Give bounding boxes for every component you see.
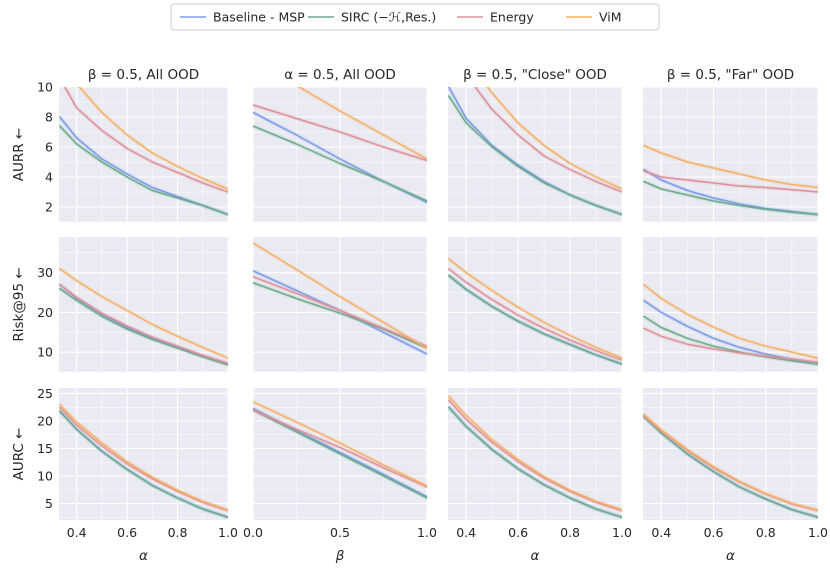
- series-line-energy-r1-c1: [253, 275, 427, 347]
- series-line-vim-r1-c0: [59, 268, 228, 359]
- panel-r1-c3: [643, 237, 819, 373]
- legend-label-3: ViM: [599, 10, 622, 25]
- xlabel-1: β: [335, 548, 345, 564]
- column-title-1: α = 0.5, All OOD: [284, 67, 396, 83]
- panel-r0-c1: [252, 86, 428, 223]
- ytick-label-r2: 20: [37, 414, 53, 429]
- panel-r2-c1: 0.0 0.5 1.0: [243, 388, 437, 540]
- xtick-label-c2: 0.8: [560, 525, 580, 540]
- ytick-label-r2: 25: [37, 386, 53, 401]
- series-line-vim-r1-c3: [643, 283, 818, 359]
- series-line-sirc-r1-c3: [643, 315, 818, 365]
- series-line-energy-r0-c3: [643, 170, 818, 193]
- xtick-label-c2: 0.6: [508, 525, 528, 540]
- column-title-2: β = 0.5, "Close" OOD: [463, 67, 607, 83]
- series-line-sirc-r1-c0: [59, 287, 228, 366]
- series-line-energy-r2-c1: [253, 409, 427, 488]
- legend: Baseline - MSP SIRC (−ℋ,Res.) Energy ViM: [170, 3, 660, 31]
- ytick-label-r0: 8: [45, 110, 53, 125]
- ytick-label-r2: 15: [37, 441, 53, 456]
- series-line-vim-r2-c3: [643, 413, 818, 511]
- xtick-label-c3: 1.0: [808, 525, 828, 540]
- xlabel-2: α: [531, 548, 540, 564]
- series-line-sirc-r1-c2: [448, 274, 622, 365]
- series-line-sirc-r2-c3: [643, 415, 818, 519]
- panel-r2-c3: 0.4 0.6 0.8 1.0: [643, 388, 828, 540]
- series-line-vim-r0-c2: [486, 87, 622, 190]
- xtick-label-c3: 0.4: [651, 525, 671, 540]
- series-line-sirc-r1-c1: [253, 281, 427, 349]
- series-line-energy-r0-c0: [64, 87, 228, 193]
- panel-r1-c2: [448, 237, 623, 373]
- series-line-sirc-r0-c0: [59, 125, 228, 216]
- series-line-baseline-r0-c3: [643, 168, 818, 216]
- series-line-vim-r0-c3: [643, 144, 818, 189]
- xtick-label-c2: 0.4: [456, 525, 476, 540]
- ylabel-1: Risk@95 ←: [11, 267, 27, 341]
- series-line-sirc-r2-c0: [59, 410, 228, 519]
- panel-r2-c0: 5 10 15 20 25 0.4 0.6 0.8 1.0: [37, 386, 238, 540]
- panel-r0-c0: 2 4 6 8 10: [37, 80, 229, 223]
- panel-r1-c1: [252, 237, 428, 373]
- series-line-vim-r1-c1: [253, 242, 427, 349]
- series-line-energy-r2-c0: [59, 406, 228, 512]
- series-line-vim-r1-c2: [448, 258, 622, 359]
- ytick-label-r0: 6: [45, 140, 53, 155]
- ytick-label-r0: 10: [37, 80, 53, 95]
- xtick-label-c3: 0.8: [756, 525, 776, 540]
- panel-r2-c2: 0.4 0.6 0.8 1.0: [448, 388, 632, 540]
- legend-label-2: Energy: [490, 10, 534, 25]
- panel-r1-c0: 10 20 30: [37, 237, 229, 373]
- ytick-label-r2: 10: [37, 469, 53, 484]
- series-line-energy-r2-c2: [448, 399, 622, 512]
- legend-label-1: SIRC (−ℋ,Res.): [341, 10, 436, 25]
- xtick-label-c2: 1.0: [612, 525, 632, 540]
- xtick-label-c0: 0.6: [117, 525, 137, 540]
- ytick-label-r0: 4: [45, 170, 53, 185]
- xlabel-3: α: [726, 548, 735, 564]
- ytick-label-r1: 20: [37, 305, 53, 320]
- series-line-vim-r2-c0: [59, 403, 228, 511]
- series-line-energy-r0-c2: [474, 87, 622, 193]
- xtick-label-c1: 0.5: [330, 525, 350, 540]
- series-line-energy-r1-c2: [448, 268, 622, 361]
- series-line-sirc-r2-c1: [253, 409, 427, 499]
- xtick-label-c1: 1.0: [417, 525, 437, 540]
- series-line-energy-r0-c1: [253, 104, 427, 162]
- series-line-sirc-r2-c2: [448, 406, 622, 519]
- panel-r0-c2: [448, 86, 623, 223]
- xtick-label-c0: 0.4: [67, 525, 87, 540]
- panel-r0-c3: [643, 86, 819, 223]
- series-line-vim-r0-c0: [78, 87, 228, 190]
- ytick-label-r1: 10: [37, 345, 53, 360]
- series-line-sirc-r0-c1: [253, 125, 427, 202]
- ytick-label-r0: 2: [45, 200, 53, 215]
- column-title-0: β = 0.5, All OOD: [88, 67, 199, 83]
- xlabel-0: α: [139, 548, 148, 564]
- xtick-label-c0: 0.8: [168, 525, 188, 540]
- legend-label-0: Baseline - MSP: [213, 10, 305, 25]
- ylabel-2: AURC ←: [11, 428, 27, 481]
- xtick-label-c3: 0.6: [704, 525, 724, 540]
- series-line-energy-r1-c0: [59, 283, 228, 365]
- series-line-sirc-r0-c3: [643, 180, 818, 216]
- series-line-vim-r2-c2: [448, 395, 622, 511]
- ytick-label-r1: 30: [37, 265, 53, 280]
- ylabel-0: AURR ←: [11, 128, 27, 181]
- xtick-label-c0: 1.0: [218, 525, 238, 540]
- series-line-baseline-r1-c0: [59, 283, 228, 365]
- series-line-energy-r1-c3: [643, 327, 818, 363]
- column-title-3: β = 0.5, "Far" OOD: [667, 67, 794, 83]
- xtick-label-c1: 0.0: [243, 525, 263, 540]
- series-line-sirc-r0-c2: [448, 95, 622, 216]
- series-line-vim-r0-c1: [297, 87, 427, 160]
- series-line-vim-r2-c1: [253, 401, 427, 487]
- ytick-label-r2: 5: [45, 496, 53, 511]
